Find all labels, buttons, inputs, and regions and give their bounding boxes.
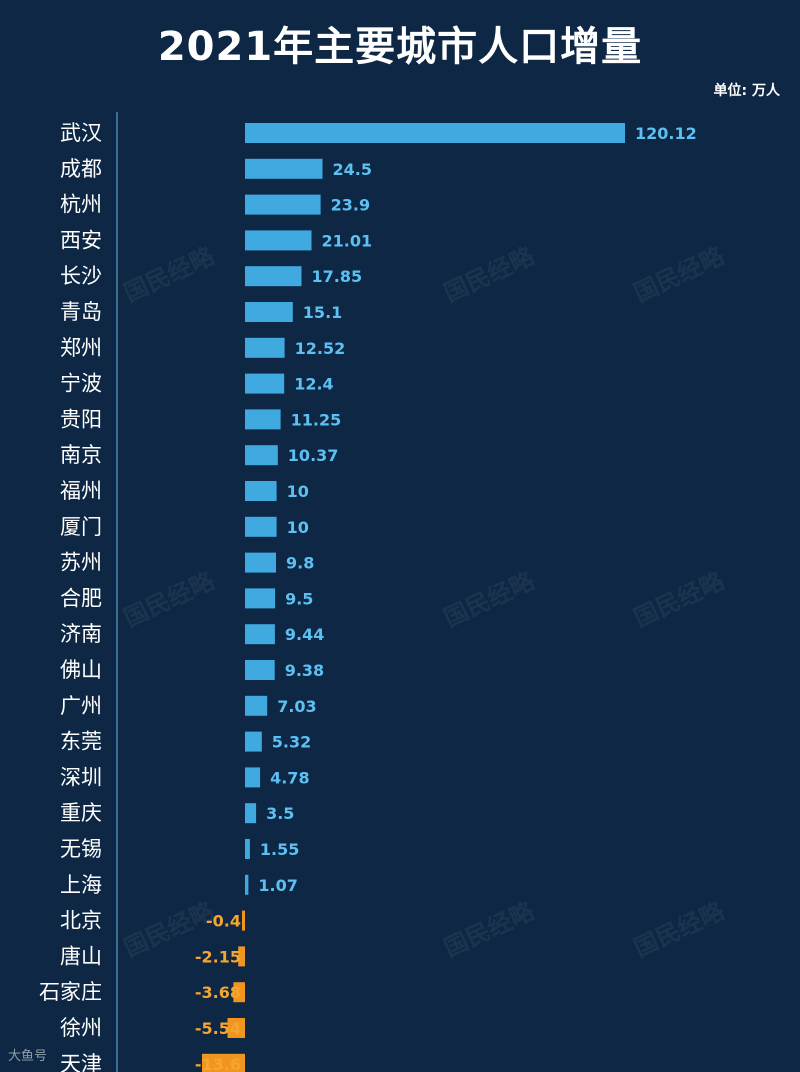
bar-济南 [245, 624, 275, 645]
category-label: 石家庄 [39, 980, 102, 1004]
value-label: -3.68 [195, 983, 241, 1002]
value-label: 1.55 [260, 840, 299, 859]
bar-合肥 [245, 588, 276, 609]
category-label: 佛山 [60, 658, 102, 682]
category-label: 南京 [60, 443, 102, 467]
value-label: 17.85 [312, 267, 363, 286]
bar-福州 [245, 481, 277, 501]
bar-上海 [245, 874, 249, 895]
bar-重庆 [245, 803, 257, 824]
chart-title: 2021年主要城市人口增量 [157, 24, 643, 70]
category-label: 贵阳 [60, 407, 102, 431]
bar-天津 [202, 1053, 245, 1072]
value-label: 15.1 [303, 303, 342, 322]
bar-北京 [242, 910, 245, 931]
bars-group [202, 123, 625, 1072]
bar-杭州 [245, 194, 321, 215]
category-label: 天津 [60, 1052, 102, 1072]
bar-石家庄 [233, 982, 245, 1003]
value-label: 12.52 [295, 339, 346, 358]
bar-武汉 [245, 123, 625, 143]
category-label: 无锡 [60, 837, 102, 861]
category-label: 福州 [60, 479, 102, 503]
value-label: 10.37 [288, 446, 339, 465]
category-label: 宁波 [60, 372, 102, 396]
value-label: 11.25 [291, 410, 342, 429]
category-label: 苏州 [60, 551, 102, 575]
bar-宁波 [245, 373, 285, 394]
bar-青岛 [245, 302, 293, 322]
value-label: 9.5 [285, 589, 313, 608]
category-label: 重庆 [60, 801, 102, 825]
category-label: 成都 [60, 157, 102, 181]
bar-南京 [245, 445, 278, 466]
category-label: 北京 [60, 909, 102, 933]
bar-东莞 [245, 731, 262, 752]
category-label: 武汉 [60, 121, 102, 145]
value-label: 9.44 [285, 625, 324, 644]
bar-西安 [245, 230, 312, 251]
bar-唐山 [238, 946, 245, 967]
value-label: 12.4 [294, 375, 333, 394]
category-label: 徐州 [60, 1016, 102, 1040]
category-label: 东莞 [60, 730, 102, 754]
value-labels: 120.12 24.5 23.9 21.01 17.85 15.1 12.52 12.4 11.… [195, 124, 697, 1072]
bar-广州 [245, 695, 268, 716]
category-label: 济南 [60, 622, 102, 646]
unit-label: 单位: 万人 [713, 83, 780, 99]
category-label: 合肥 [60, 586, 102, 610]
category-label: 厦门 [60, 515, 102, 539]
value-label: 23.9 [331, 196, 370, 215]
category-label: 上海 [60, 873, 102, 897]
value-label: -2.15 [195, 947, 241, 966]
value-label: 10 [287, 518, 309, 537]
bar-长沙 [245, 266, 302, 287]
bar-苏州 [245, 552, 276, 573]
value-label: 120.12 [635, 124, 697, 143]
bar-郑州 [245, 337, 285, 358]
bar-徐州 [227, 1018, 245, 1038]
value-label: 3.5 [266, 804, 294, 823]
category-label: 西安 [60, 228, 102, 252]
value-label: 9.38 [285, 661, 324, 680]
value-label: -13.6 [195, 1055, 241, 1072]
bar-无锡 [245, 839, 250, 859]
value-label: 5.32 [272, 733, 311, 752]
bar-佛山 [245, 660, 275, 680]
value-label: -0.4 [206, 912, 241, 931]
category-label: 广州 [60, 694, 102, 718]
corner-logo: 大鱼号 [8, 1049, 48, 1064]
category-label: 长沙 [60, 264, 102, 288]
bar-贵阳 [245, 409, 281, 430]
category-label: 郑州 [60, 336, 102, 360]
value-label: 10 [287, 482, 309, 501]
bar-成都 [245, 158, 323, 179]
category-label: 唐山 [60, 944, 102, 968]
category-label: 深圳 [60, 765, 102, 789]
value-label: 7.03 [277, 697, 316, 716]
category-labels: 武汉成都杭州西安长沙青岛郑州宁波贵阳南京福州厦门苏州合肥济南佛山广州东莞深圳重庆… [39, 121, 102, 1072]
value-label: 24.5 [333, 160, 372, 179]
category-label: 杭州 [60, 193, 102, 217]
value-label: 21.01 [322, 231, 373, 250]
category-label: 青岛 [60, 300, 102, 324]
bar-深圳 [245, 767, 261, 788]
value-label: -5.54 [195, 1019, 241, 1038]
value-label: 1.07 [258, 876, 297, 895]
value-label: 9.8 [286, 554, 314, 573]
value-label: 4.78 [270, 768, 309, 787]
bar-厦门 [245, 516, 277, 537]
